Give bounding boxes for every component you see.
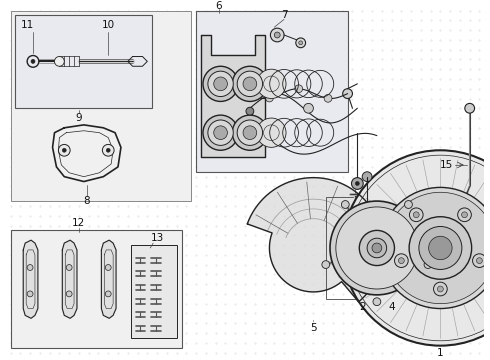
Text: 7: 7 [281, 10, 288, 21]
Text: 12: 12 [73, 217, 86, 228]
Text: 10: 10 [101, 20, 115, 30]
Circle shape [203, 66, 238, 102]
Circle shape [465, 103, 475, 113]
Circle shape [214, 126, 227, 140]
Bar [196, 10, 347, 172]
Circle shape [58, 144, 70, 156]
Bar [15, 15, 152, 108]
Circle shape [237, 120, 263, 145]
Circle shape [460, 209, 464, 213]
Circle shape [347, 155, 490, 341]
Circle shape [373, 298, 381, 306]
Circle shape [232, 66, 268, 102]
Circle shape [274, 32, 280, 38]
Text: 5: 5 [310, 323, 317, 333]
Bar [326, 197, 428, 299]
Circle shape [367, 238, 387, 258]
Circle shape [362, 172, 372, 181]
Text: 1: 1 [437, 348, 444, 359]
Text: 14: 14 [368, 216, 382, 226]
Circle shape [359, 230, 394, 266]
Circle shape [414, 212, 419, 218]
Circle shape [385, 192, 490, 303]
Circle shape [66, 291, 72, 297]
Circle shape [237, 71, 263, 96]
Circle shape [419, 226, 462, 270]
Circle shape [330, 201, 424, 295]
Circle shape [31, 59, 35, 63]
Circle shape [203, 115, 238, 150]
Circle shape [322, 261, 330, 269]
Polygon shape [247, 177, 384, 302]
Circle shape [27, 265, 33, 270]
Circle shape [438, 286, 443, 292]
Circle shape [299, 41, 303, 45]
Bar [131, 245, 176, 338]
Circle shape [410, 208, 423, 222]
Bar [11, 10, 191, 201]
Circle shape [304, 103, 314, 113]
Circle shape [295, 85, 303, 93]
Polygon shape [62, 240, 77, 318]
Text: 3: 3 [352, 179, 359, 189]
Circle shape [409, 217, 472, 279]
Circle shape [380, 188, 490, 309]
Circle shape [270, 28, 284, 42]
Circle shape [296, 38, 306, 48]
Circle shape [102, 144, 114, 156]
Circle shape [257, 69, 286, 99]
Circle shape [66, 265, 72, 270]
Circle shape [54, 57, 64, 66]
Polygon shape [128, 57, 147, 66]
Circle shape [336, 207, 418, 289]
Text: 11: 11 [21, 20, 34, 30]
Text: 9: 9 [75, 113, 82, 123]
Circle shape [355, 181, 359, 185]
Circle shape [342, 201, 349, 208]
Polygon shape [101, 240, 116, 318]
Bar [11, 230, 181, 348]
Circle shape [398, 258, 404, 264]
Circle shape [62, 148, 66, 152]
Circle shape [394, 254, 408, 267]
Circle shape [343, 150, 490, 346]
Polygon shape [23, 240, 38, 318]
Text: 4: 4 [388, 302, 395, 312]
Circle shape [266, 94, 273, 102]
Circle shape [351, 177, 363, 189]
Circle shape [208, 120, 233, 145]
Circle shape [429, 236, 452, 260]
Circle shape [257, 118, 286, 147]
Circle shape [214, 77, 227, 91]
Text: 13: 13 [150, 233, 164, 243]
Circle shape [232, 115, 268, 150]
Circle shape [434, 282, 447, 296]
Circle shape [246, 107, 254, 115]
Circle shape [243, 77, 257, 91]
Circle shape [105, 291, 111, 297]
Circle shape [243, 126, 257, 140]
Circle shape [462, 212, 467, 218]
Circle shape [208, 71, 233, 96]
Circle shape [343, 89, 352, 99]
Circle shape [476, 258, 482, 264]
Circle shape [424, 261, 432, 269]
Text: 6: 6 [216, 1, 222, 11]
Circle shape [405, 201, 413, 208]
Text: 8: 8 [83, 196, 90, 206]
Text: 2: 2 [359, 302, 366, 312]
Polygon shape [201, 35, 265, 157]
Circle shape [372, 243, 382, 253]
Circle shape [324, 94, 332, 102]
Text: 15: 15 [440, 160, 453, 170]
Circle shape [105, 265, 111, 270]
Circle shape [458, 208, 471, 222]
Circle shape [456, 205, 468, 217]
Circle shape [472, 254, 486, 267]
Circle shape [27, 291, 33, 297]
Circle shape [106, 148, 110, 152]
